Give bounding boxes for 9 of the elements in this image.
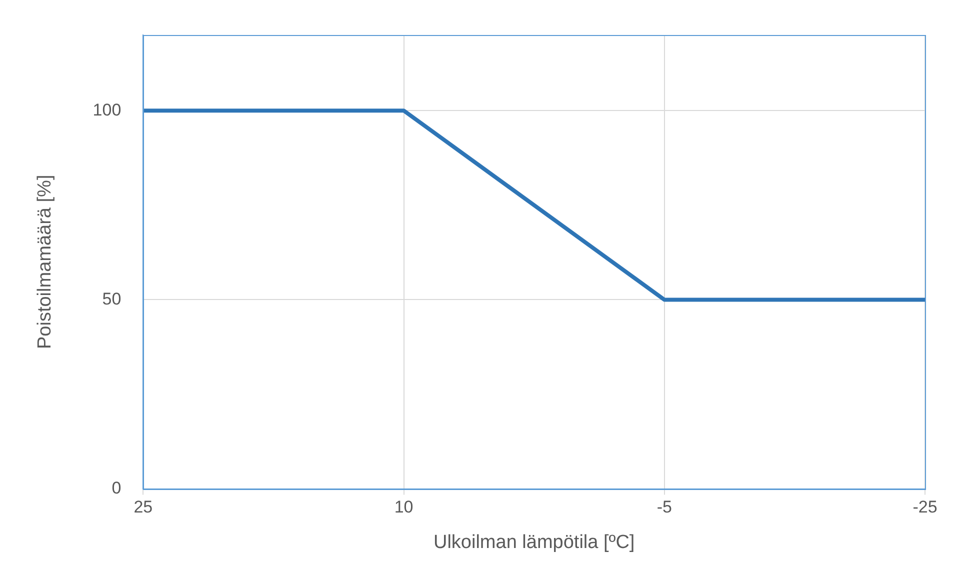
y-tick-label: 100	[92, 100, 122, 120]
x-tick-label: 10	[394, 498, 414, 517]
x-axis-title: Ulkoilman lämpötila [ºC]	[433, 532, 635, 553]
y-tick-label: 50	[102, 289, 122, 308]
x-tick-label: -25	[912, 498, 938, 517]
x-tick-label: 25	[134, 498, 153, 517]
y-axis-title: Poistoilmamäärä [%]	[34, 174, 56, 350]
x-tick-label: -5	[656, 498, 672, 517]
y-tick-label: 0	[112, 478, 122, 498]
